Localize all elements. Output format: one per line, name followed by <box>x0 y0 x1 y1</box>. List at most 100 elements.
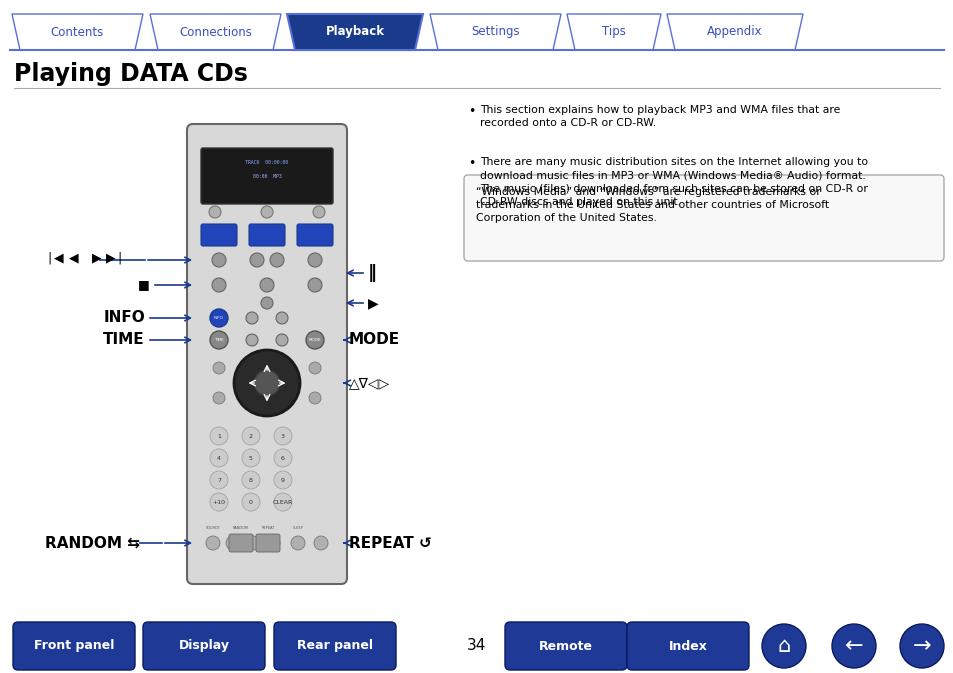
FancyBboxPatch shape <box>201 224 236 246</box>
Text: MODE: MODE <box>349 332 399 347</box>
Text: Playback: Playback <box>325 26 384 38</box>
Text: →: → <box>912 636 930 656</box>
Circle shape <box>309 392 320 404</box>
Circle shape <box>210 449 228 467</box>
Circle shape <box>210 331 228 349</box>
Circle shape <box>242 471 260 489</box>
FancyBboxPatch shape <box>296 224 333 246</box>
Text: 1: 1 <box>217 433 221 439</box>
Circle shape <box>210 309 228 327</box>
FancyBboxPatch shape <box>13 622 135 670</box>
Text: ←: ← <box>843 636 862 656</box>
Text: ⌂: ⌂ <box>777 636 790 656</box>
Text: Connections: Connections <box>179 26 252 38</box>
Circle shape <box>308 278 322 292</box>
FancyBboxPatch shape <box>274 622 395 670</box>
Circle shape <box>291 536 305 550</box>
Circle shape <box>212 253 226 267</box>
Text: 34: 34 <box>467 639 486 653</box>
Text: Tips: Tips <box>601 26 625 38</box>
Text: REPEAT ↺: REPEAT ↺ <box>349 536 432 551</box>
FancyBboxPatch shape <box>187 124 347 584</box>
Text: Rear panel: Rear panel <box>296 639 373 653</box>
Text: SOURCE: SOURCE <box>206 526 220 530</box>
Text: 3: 3 <box>281 433 285 439</box>
Text: 2: 2 <box>249 433 253 439</box>
Polygon shape <box>666 14 802 50</box>
Polygon shape <box>150 14 281 50</box>
FancyBboxPatch shape <box>504 622 626 670</box>
Circle shape <box>210 471 228 489</box>
Text: Front panel: Front panel <box>33 639 114 653</box>
Text: CLEAR: CLEAR <box>273 499 293 505</box>
Text: Appendix: Appendix <box>706 26 762 38</box>
Circle shape <box>213 362 225 374</box>
Text: RANDOM ⇆: RANDOM ⇆ <box>45 536 140 551</box>
Text: TRACK  00:00:00: TRACK 00:00:00 <box>245 160 288 164</box>
Circle shape <box>246 334 257 346</box>
Text: SLEEP: SLEEP <box>293 526 303 530</box>
Text: Remote: Remote <box>538 639 593 653</box>
Circle shape <box>212 278 226 292</box>
Text: •: • <box>468 105 475 118</box>
Circle shape <box>274 493 292 511</box>
Text: Index: Index <box>668 639 707 653</box>
Text: Settings: Settings <box>471 26 519 38</box>
Circle shape <box>242 449 260 467</box>
Circle shape <box>254 370 279 396</box>
Text: △∇◁▷: △∇◁▷ <box>349 376 390 390</box>
Circle shape <box>306 331 324 349</box>
Circle shape <box>233 350 299 416</box>
FancyBboxPatch shape <box>249 224 285 246</box>
Circle shape <box>242 493 260 511</box>
Circle shape <box>226 536 240 550</box>
Polygon shape <box>12 14 143 50</box>
Text: TIME: TIME <box>213 338 224 342</box>
Text: +10: +10 <box>213 499 225 505</box>
FancyBboxPatch shape <box>143 622 265 670</box>
Circle shape <box>242 427 260 445</box>
Polygon shape <box>430 14 560 50</box>
Text: 6: 6 <box>281 456 285 460</box>
Text: ■: ■ <box>138 279 150 291</box>
Circle shape <box>831 624 875 668</box>
Text: Contents: Contents <box>51 26 104 38</box>
Polygon shape <box>566 14 660 50</box>
Circle shape <box>274 427 292 445</box>
Circle shape <box>246 536 260 550</box>
Text: $|\blacktriangleleft\blacktriangleleft$  $\blacktriangleright\blacktriangleright: $|\blacktriangleleft\blacktriangleleft$ … <box>48 250 123 266</box>
Circle shape <box>270 253 284 267</box>
Text: This section explains how to playback MP3 and WMA files that are
recorded onto a: This section explains how to playback MP… <box>479 105 840 128</box>
Text: RANDOM: RANDOM <box>233 526 249 530</box>
Text: 5: 5 <box>249 456 253 460</box>
Circle shape <box>250 253 264 267</box>
Circle shape <box>261 297 273 309</box>
FancyBboxPatch shape <box>255 534 280 552</box>
Polygon shape <box>287 14 422 50</box>
Text: 00:00  MP3: 00:00 MP3 <box>253 174 281 178</box>
Circle shape <box>761 624 805 668</box>
Circle shape <box>274 471 292 489</box>
Circle shape <box>213 392 225 404</box>
Text: INFO: INFO <box>103 310 145 326</box>
Circle shape <box>275 312 288 324</box>
Text: REPEAT: REPEAT <box>261 526 274 530</box>
Circle shape <box>274 449 292 467</box>
Circle shape <box>899 624 943 668</box>
Text: TIME: TIME <box>103 332 145 347</box>
Text: Display: Display <box>178 639 230 653</box>
Circle shape <box>266 536 280 550</box>
FancyBboxPatch shape <box>626 622 748 670</box>
Text: 4: 4 <box>216 456 221 460</box>
Circle shape <box>209 206 221 218</box>
FancyBboxPatch shape <box>463 175 943 261</box>
Text: 9: 9 <box>281 478 285 483</box>
Circle shape <box>309 362 320 374</box>
FancyBboxPatch shape <box>201 148 333 204</box>
Text: ▶: ▶ <box>368 296 378 310</box>
Circle shape <box>261 206 273 218</box>
Circle shape <box>210 427 228 445</box>
Circle shape <box>275 334 288 346</box>
Text: •: • <box>468 157 475 170</box>
Text: INFO: INFO <box>213 316 224 320</box>
